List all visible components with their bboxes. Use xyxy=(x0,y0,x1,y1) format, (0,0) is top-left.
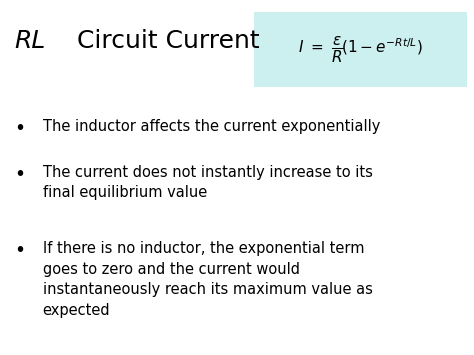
FancyBboxPatch shape xyxy=(254,12,467,87)
Text: •: • xyxy=(14,165,25,184)
Text: •: • xyxy=(14,241,25,261)
Text: If there is no inductor, the exponential term
goes to zero and the current would: If there is no inductor, the exponential… xyxy=(43,241,373,318)
Text: $I\ =\ \dfrac{\varepsilon}{R}\!\left(1-e^{-Rt/L}\right)$: $I\ =\ \dfrac{\varepsilon}{R}\!\left(1-e… xyxy=(298,35,423,65)
Text: The inductor affects the current exponentially: The inductor affects the current exponen… xyxy=(43,119,380,134)
Text: Circuit Current: Circuit Current xyxy=(69,29,259,53)
Text: RL: RL xyxy=(14,29,46,53)
Text: The current does not instantly increase to its
final equilibrium value: The current does not instantly increase … xyxy=(43,165,373,201)
Text: •: • xyxy=(14,119,25,138)
